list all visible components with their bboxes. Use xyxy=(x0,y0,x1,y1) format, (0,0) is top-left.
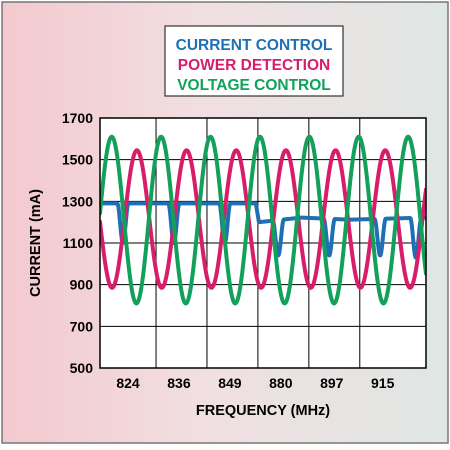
x-tick-label: 915 xyxy=(371,375,395,391)
legend-entry-voltage-control: VOLTAGE CONTROL xyxy=(177,77,331,94)
y-tick-label: 700 xyxy=(70,318,94,334)
x-axis-ticks: 824 836 849 880 897 915 xyxy=(116,375,394,391)
legend: CURRENT CONTROL POWER DETECTION VOLTAGE … xyxy=(164,25,344,97)
series-layer xyxy=(100,134,426,306)
y-axis-ticks: 500 700 900 1100 1300 1500 1700 xyxy=(62,110,93,376)
y-tick-label: 1300 xyxy=(62,193,93,209)
legend-entry-current-control: CURRENT CONTROL xyxy=(176,37,333,54)
x-tick-label: 880 xyxy=(269,375,293,391)
y-axis-label: CURRENT (mA) xyxy=(28,189,44,297)
y-tick-label: 1500 xyxy=(62,152,93,168)
x-tick-label: 849 xyxy=(218,375,242,391)
x-tick-label: 836 xyxy=(167,375,191,391)
legend-entry-power-detection: POWER DETECTION xyxy=(178,57,330,74)
grid xyxy=(100,118,426,368)
series-line-voltage-control xyxy=(100,134,426,306)
x-axis-label: FREQUENCY (MHz) xyxy=(196,403,330,419)
x-tick-label: 897 xyxy=(320,375,344,391)
legend-box xyxy=(164,25,344,97)
y-tick-label: 1700 xyxy=(62,110,93,126)
plot-frame xyxy=(99,117,427,369)
x-tick-label: 824 xyxy=(116,375,140,391)
y-tick-label: 500 xyxy=(70,360,94,376)
y-tick-label: 900 xyxy=(70,277,94,293)
y-tick-label: 1100 xyxy=(63,235,94,251)
